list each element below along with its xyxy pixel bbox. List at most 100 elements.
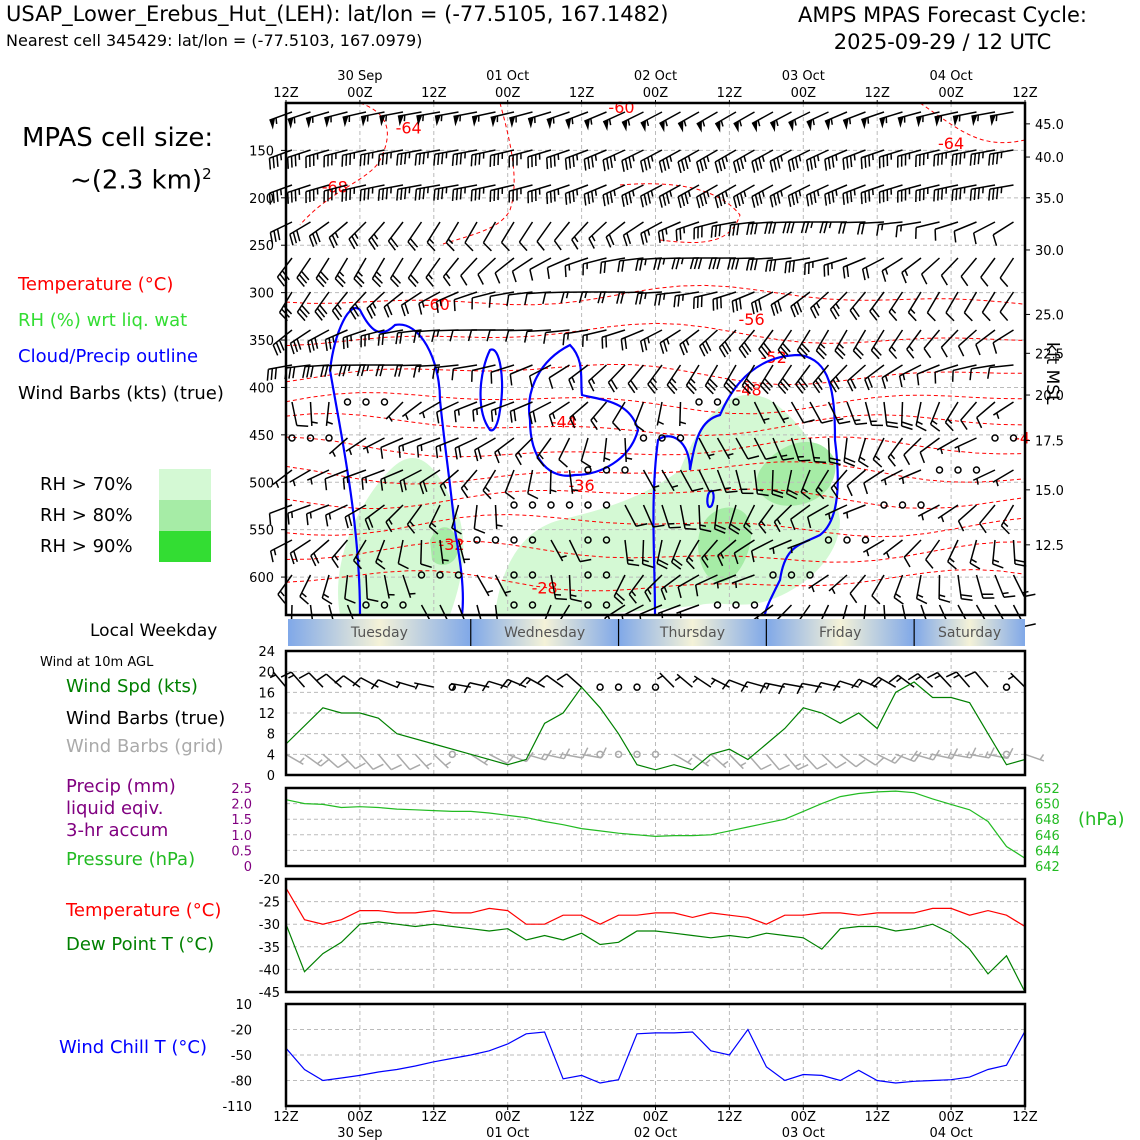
barb-flag	[276, 276, 285, 287]
rh-shading	[338, 394, 840, 615]
upper-wind-barb	[710, 221, 737, 238]
upper-wind-barb	[508, 149, 533, 168]
barb-flag	[858, 460, 869, 468]
upper-wind-barb	[306, 434, 315, 442]
barb-staff	[945, 291, 959, 314]
upper-wind-barb	[745, 257, 774, 271]
barb-half-flag	[571, 117, 574, 125]
upper-wind-barb	[602, 601, 611, 609]
upper-wind-barb	[860, 149, 885, 170]
pressure-tick-label: 150	[249, 144, 274, 159]
barb-staff	[269, 111, 293, 121]
true-wind-barb	[481, 680, 508, 692]
temperature-tick-label: -30	[259, 918, 280, 933]
top-date-label: 04 Oct	[930, 69, 973, 84]
barb-half-flag	[794, 119, 797, 126]
barb-flag	[368, 239, 376, 251]
grid-wind-barb	[304, 753, 331, 767]
barb-flag	[803, 419, 815, 424]
barb-flag	[800, 491, 811, 500]
barb-staff	[864, 401, 873, 426]
calm-marker	[584, 466, 592, 474]
upper-wind-barb	[546, 184, 570, 205]
barb-flag	[925, 559, 934, 569]
upper-wind-barb	[428, 504, 441, 535]
barb-flag	[428, 525, 439, 535]
barb-half-flag	[316, 759, 323, 765]
upper-wind-barb	[657, 221, 681, 243]
barb-staff	[712, 221, 737, 228]
barb-flag	[842, 193, 845, 205]
upper-wind-barb	[842, 257, 866, 279]
barb-flag	[824, 159, 828, 171]
upper-wind-barb	[945, 291, 959, 322]
barb-staff	[898, 469, 922, 480]
barb-flag	[529, 269, 534, 281]
upper-wind-barb	[445, 221, 460, 252]
calm-marker	[935, 466, 944, 474]
upper-wind-barb	[325, 434, 333, 442]
upper-wind-barb	[992, 221, 1014, 246]
upper-wind-barb	[787, 184, 811, 207]
barb-flag	[422, 480, 428, 493]
upper-wind-barb	[992, 401, 1014, 419]
barb-flag	[855, 759, 866, 768]
barb-flag	[460, 487, 469, 499]
pressure-tick-label: 550	[249, 524, 274, 539]
upper-wind-barb	[679, 329, 700, 356]
calm-marker	[639, 434, 648, 442]
barb-flag	[988, 747, 995, 759]
barb-flag	[704, 340, 712, 352]
weekday-cell	[766, 619, 915, 646]
barb-flag	[506, 294, 510, 307]
barb-staff	[673, 753, 692, 766]
barb-flag	[359, 154, 362, 167]
true-wind-barb	[945, 671, 971, 688]
barb-flag	[754, 301, 759, 313]
upper-wind-barb	[991, 434, 999, 442]
top-hour-tick-label: 12Z	[421, 86, 447, 101]
barb-flag	[750, 302, 755, 315]
barb-flag	[390, 237, 399, 248]
upper-wind-barb	[861, 111, 885, 130]
upper-wind-barb	[368, 221, 386, 251]
barb-half-flag	[716, 582, 719, 589]
upper-wind-barb	[887, 437, 904, 467]
barb-flag	[721, 192, 726, 205]
barb-flag	[474, 154, 477, 166]
barb-flag	[797, 763, 809, 771]
upper-wind-barb	[731, 291, 755, 313]
barb-half-flag	[576, 154, 579, 161]
upper-wind-barb	[550, 539, 567, 562]
barb-flag	[360, 364, 366, 377]
upper-wind-barb	[880, 469, 903, 486]
barb-flag	[796, 349, 806, 360]
upper-wind-barb	[505, 329, 533, 342]
barb-flag	[558, 458, 568, 468]
barb-staff	[436, 401, 459, 413]
barb-flag	[699, 159, 704, 172]
calm-marker	[917, 501, 925, 509]
upper-wind-barb	[679, 469, 704, 492]
barb-flag	[704, 385, 714, 395]
upper-wind-barb	[849, 291, 867, 321]
barb-flag	[726, 490, 738, 494]
upper-wind-barb	[806, 571, 814, 579]
true-wind-barb	[633, 683, 641, 691]
barb-half-flag	[457, 409, 460, 416]
barb-flag	[724, 341, 732, 352]
barb-staff	[839, 753, 857, 768]
upper-wind-barb	[901, 257, 922, 284]
barb-half-flag	[763, 417, 770, 421]
upper-wind-barb	[713, 601, 722, 609]
barb-flag	[277, 593, 286, 604]
barb-flag	[310, 339, 315, 351]
barb-flag	[745, 378, 755, 388]
upper-wind-barb	[639, 184, 663, 208]
barb-flag	[437, 153, 440, 165]
bottom-hour-tick-label: 12Z	[569, 1110, 595, 1125]
upper-wind-barb	[613, 574, 626, 605]
barb-half-flag	[355, 556, 361, 563]
barb-staff	[952, 111, 977, 118]
barb-flag	[402, 479, 407, 491]
